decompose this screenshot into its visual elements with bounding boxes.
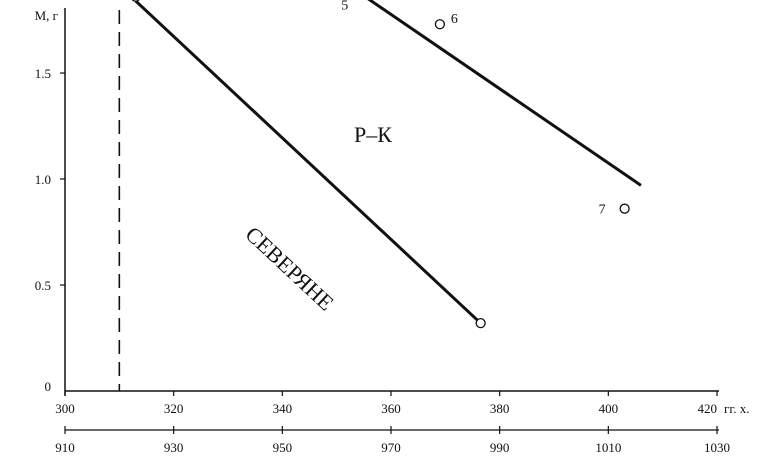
x-top-tick-label: 300 [55, 401, 75, 416]
x-top-tick-label: 320 [164, 401, 184, 416]
y-tick-label: 0.5 [35, 278, 51, 293]
line-severyane [134, 0, 482, 325]
x-top-tick-label: 380 [490, 401, 510, 416]
x-bottom-tick-label: 970 [381, 440, 401, 455]
y-tick-label: 0 [45, 379, 52, 394]
x-top-tick-label: 340 [273, 401, 293, 416]
x-bottom-tick-label: 930 [164, 440, 184, 455]
data-point [475, 318, 486, 329]
x-bottom-tick-label: 990 [490, 440, 510, 455]
data-points [131, 0, 630, 329]
x-bottom-tick-label: 1030 [704, 440, 730, 455]
x-bottom-tick-label: 950 [273, 440, 293, 455]
y-tick-label: 1.0 [35, 172, 51, 187]
line-label-rk: Р–К [354, 122, 392, 147]
x-top-tick-label: 360 [381, 401, 401, 416]
data-point [619, 203, 630, 214]
y-axis-title: М, г [35, 8, 58, 23]
x-top-tick-label: 400 [599, 401, 619, 416]
x-top-tick-label: 420 [698, 401, 718, 416]
x-bottom-tick-label: 1010 [595, 440, 621, 455]
point-label: 7 [599, 203, 606, 218]
line-rk [367, 0, 642, 187]
x-bottom-tick-label: 910 [55, 440, 75, 455]
chart-labels: Р–КСЕВЕРЯНЕ123456789 [241, 0, 606, 315]
y-tick-label: 1.5 [35, 66, 51, 81]
point-label: 5 [341, 0, 348, 13]
axes: М, г00.51.01.52.02.53.030032034036038040… [35, 8, 749, 455]
data-point [434, 19, 446, 30]
point-label: 6 [451, 12, 458, 27]
line-label-severyane: СЕВЕРЯНЕ [241, 221, 339, 315]
x-top-axis-title: гг. х. [724, 401, 749, 416]
regression-lines [134, 0, 642, 325]
data-point [131, 0, 140, 2]
